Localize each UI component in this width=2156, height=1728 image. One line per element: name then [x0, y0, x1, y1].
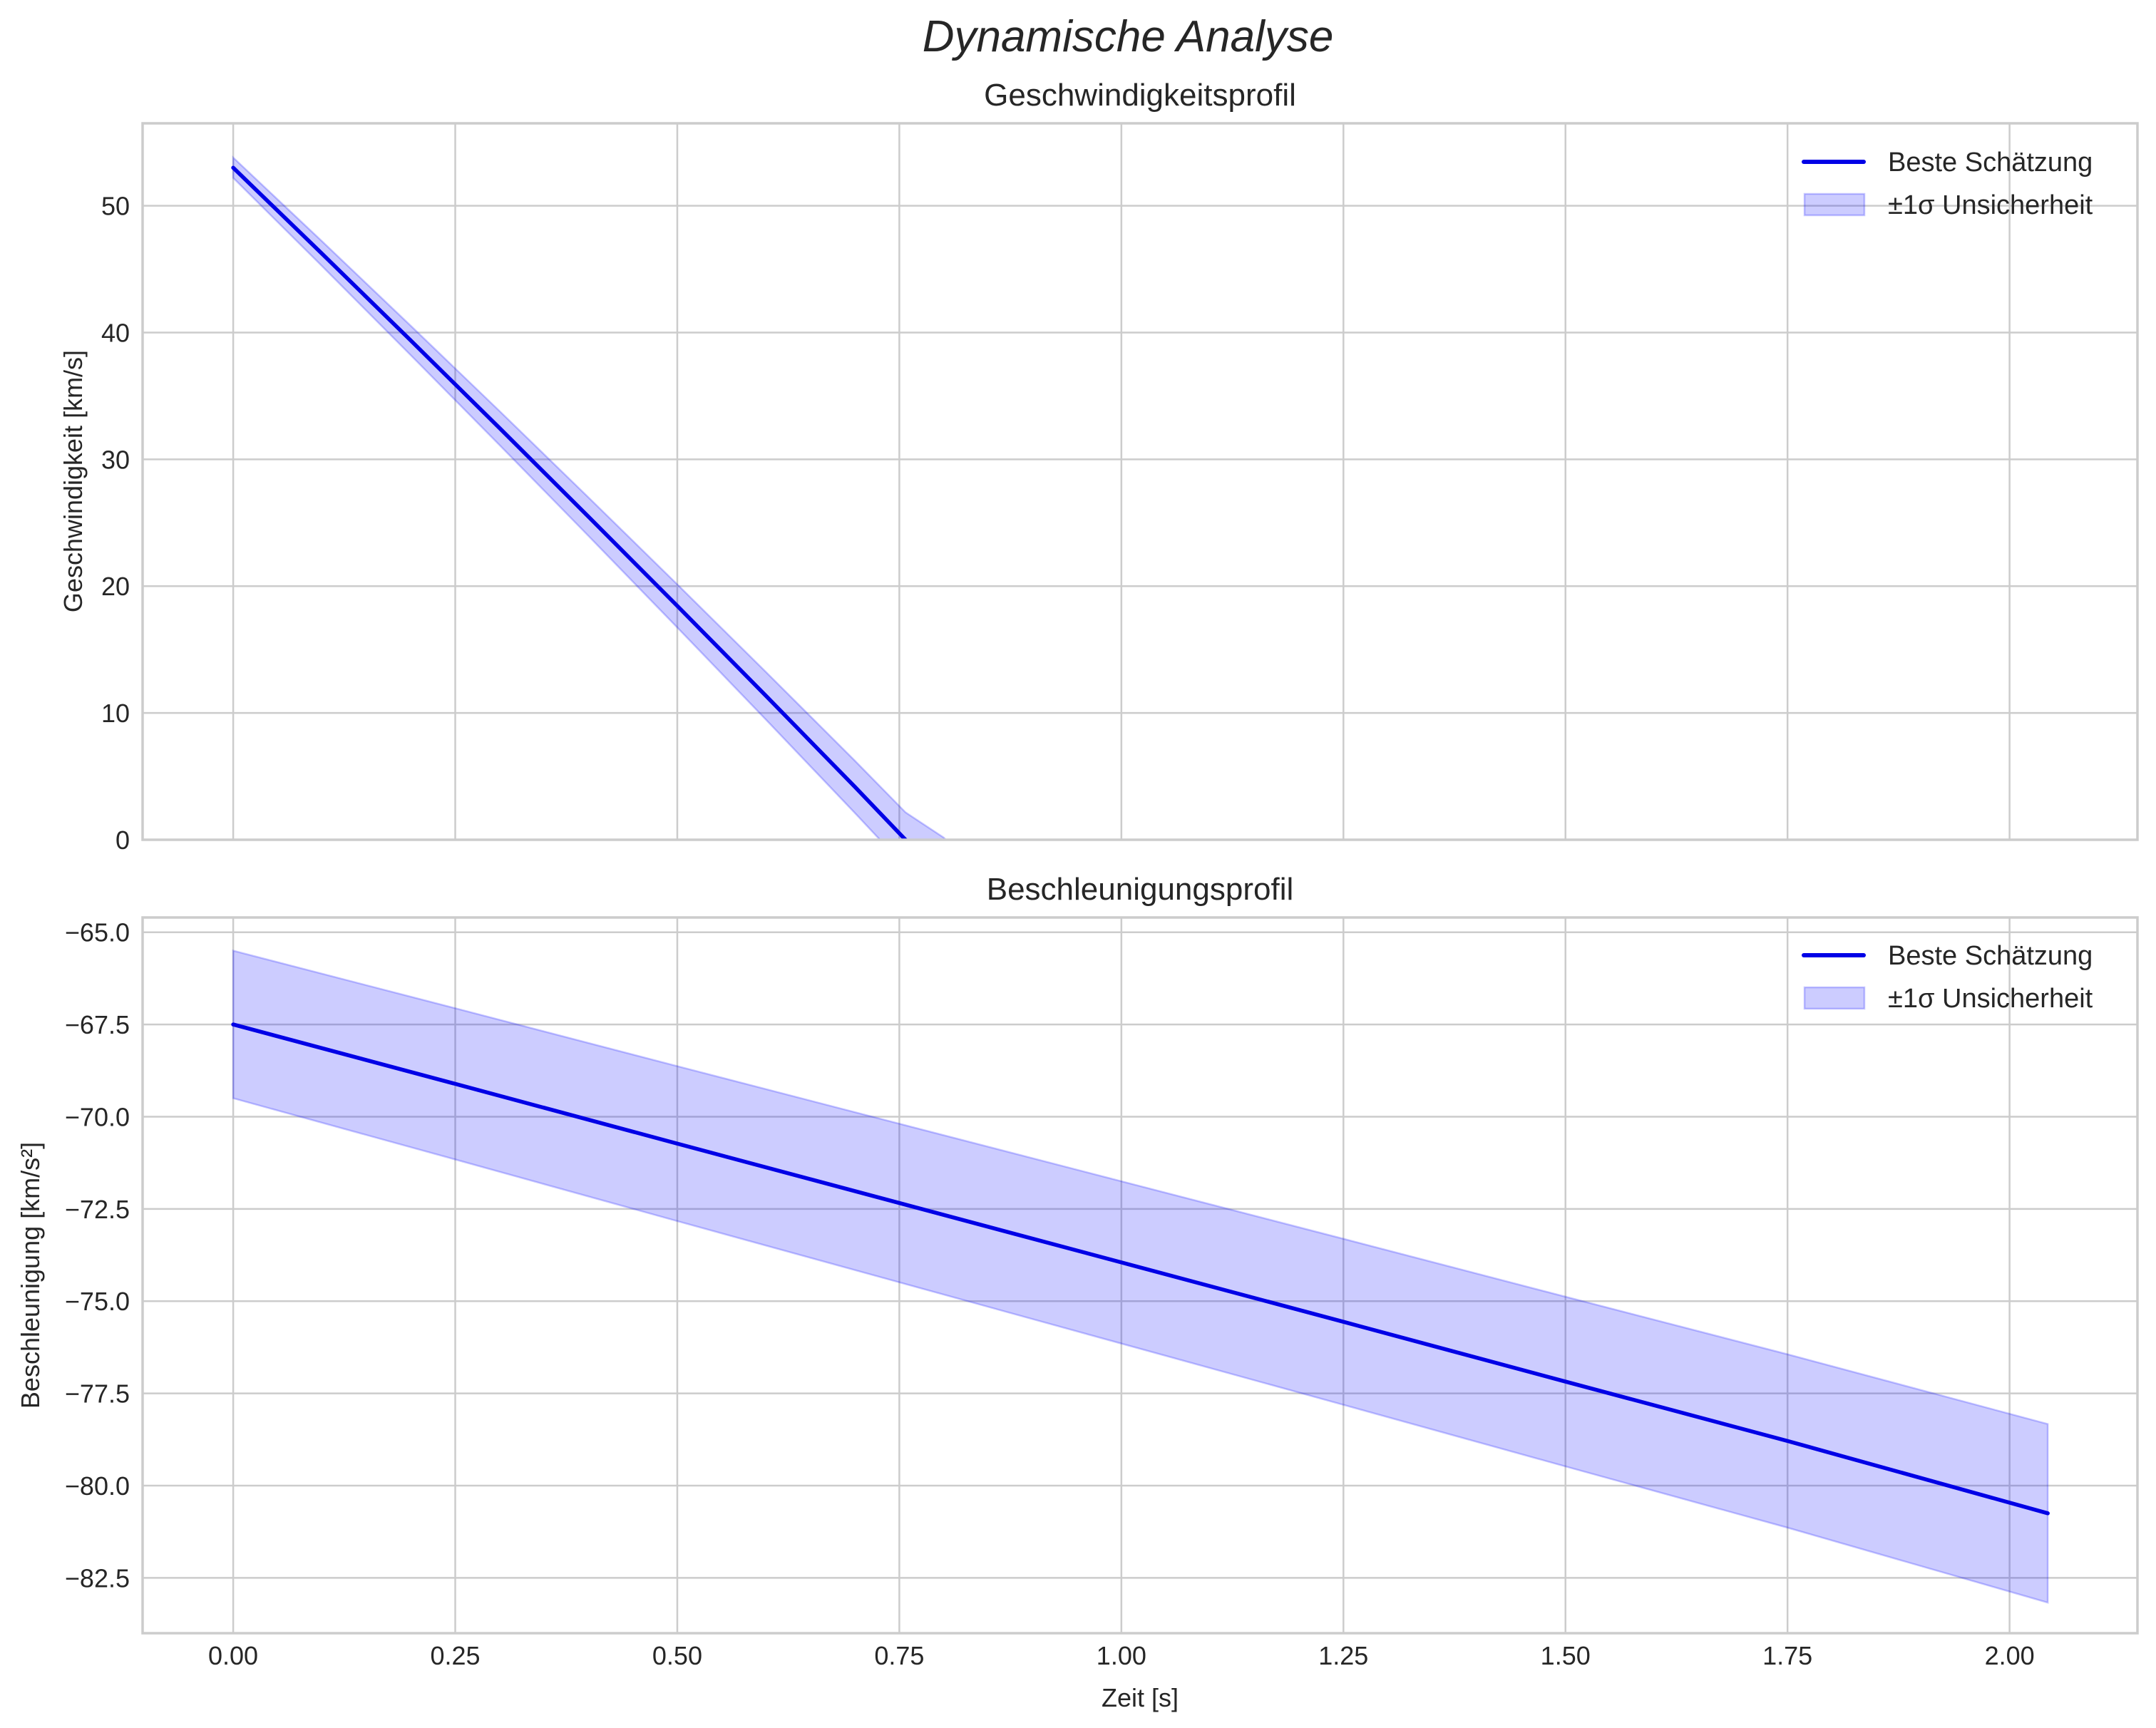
y-tick-label: −75.0 — [65, 1287, 130, 1316]
y-tick-label: 30 — [101, 445, 130, 474]
acceleration-axes: Beschleunigungsprofil −65.0 −67.5 −70.0 −72… — [16, 872, 2139, 1712]
y-tick-label: 40 — [101, 318, 130, 347]
y-tick-label: −72.5 — [65, 1195, 130, 1224]
acceleration-y-axis-label: Beschleunigung [km/s²] — [16, 1142, 45, 1409]
y-tick-label: 10 — [101, 699, 130, 728]
legend-label-best-estimate: Beste Schätzung — [1888, 148, 2093, 178]
velocity-y-ticks: 0 10 20 30 40 50 — [101, 192, 130, 855]
y-tick-label: −70.0 — [65, 1102, 130, 1131]
y-tick-label: 20 — [101, 572, 130, 601]
y-tick-label: −67.5 — [65, 1010, 130, 1039]
acceleration-legend: Beste Schätzung ±1σ Unsicherheit — [1802, 941, 2093, 1014]
x-tick-label: 0.00 — [208, 1641, 258, 1670]
y-tick-label: −80.0 — [65, 1471, 130, 1501]
velocity-legend: Beste Schätzung ±1σ Unsicherheit — [1802, 148, 2093, 220]
acceleration-axes-frame — [141, 916, 2139, 1635]
x-tick-label: 1.00 — [1097, 1641, 1146, 1670]
x-tick-label: 1.50 — [1541, 1641, 1591, 1670]
y-tick-label: −77.5 — [65, 1379, 130, 1409]
x-tick-label: 1.25 — [1318, 1641, 1368, 1670]
y-tick-label: 50 — [101, 192, 130, 221]
best-estimate-line — [231, 1022, 2050, 1516]
acceleration-x-ticks: 0.00 0.25 0.50 0.75 1.00 1.25 1.50 1.75 2.00 — [208, 1641, 2035, 1670]
y-tick-label: −82.5 — [65, 1563, 130, 1593]
legend-band-swatch — [1803, 192, 1866, 217]
acceleration-plot-area — [231, 949, 2050, 1604]
x-tick-label: 0.75 — [874, 1641, 924, 1670]
y-tick-label: 0 — [115, 826, 130, 855]
velocity-axes-frame — [141, 122, 2139, 841]
uncertainty-band — [232, 949, 2049, 1604]
legend-label-uncertainty: ±1σ Unsicherheit — [1888, 984, 2093, 1014]
acceleration-y-ticks: −65.0 −67.5 −70.0 −72.5 −75.0 −77.5 −80.0 −82.5 — [65, 918, 130, 1593]
legend-band-swatch — [1803, 986, 1866, 1010]
x-tick-label: 2.00 — [1985, 1641, 2035, 1670]
x-tick-label: 1.75 — [1762, 1641, 1812, 1670]
acceleration-axes-title: Beschleunigungsprofil — [987, 872, 1294, 907]
legend-label-uncertainty: ±1σ Unsicherheit — [1888, 190, 2093, 220]
legend-label-best-estimate: Beste Schätzung — [1888, 941, 2093, 971]
x-axis-label: Zeit [s] — [1102, 1683, 1179, 1712]
y-tick-label: −65.0 — [65, 918, 130, 947]
velocity-plot-area — [231, 155, 948, 840]
figure-suptitle: Dynamische Analyse — [923, 12, 1334, 61]
acceleration-gridlines — [143, 917, 2137, 1633]
velocity-gridlines — [143, 123, 2137, 841]
velocity-y-axis-label: Geschwindigkeit [km/s] — [58, 350, 88, 612]
x-tick-label: 0.25 — [430, 1641, 480, 1670]
uncertainty-band — [232, 155, 948, 840]
best-estimate-line — [231, 165, 909, 840]
velocity-axes: Geschwindigkeitsprofil 0 10 20 30 40 50 Gesch… — [58, 78, 2139, 855]
velocity-axes-title: Geschwindigkeitsprofil — [984, 78, 1296, 113]
x-tick-label: 0.50 — [652, 1641, 702, 1670]
